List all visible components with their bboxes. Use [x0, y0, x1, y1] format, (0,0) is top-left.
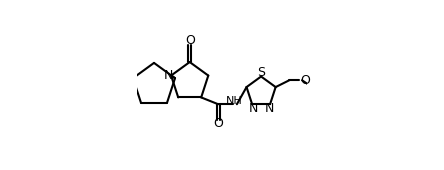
Text: O: O	[300, 74, 310, 87]
Text: N: N	[164, 69, 173, 82]
Text: S: S	[257, 66, 265, 79]
Text: O: O	[185, 34, 194, 47]
Text: O: O	[213, 117, 223, 130]
Text: N: N	[248, 102, 258, 115]
Text: N: N	[265, 102, 274, 115]
Text: NH: NH	[226, 96, 243, 106]
